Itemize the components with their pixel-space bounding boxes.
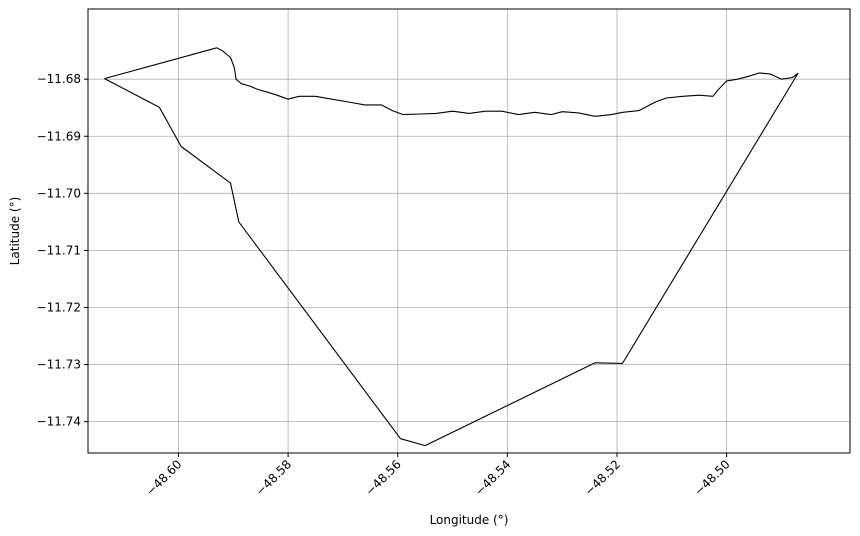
series-layer: [104, 47, 799, 447]
plot-frame: [87, 8, 851, 454]
y-tick-label: −11.68: [37, 72, 81, 86]
y-axis: −11.68 −11.69 −11.70 −11.71 −11.72 −11.73 −11.…: [37, 72, 88, 429]
y-axis-label: Latitude (°): [8, 197, 22, 266]
series-line-0: [104, 47, 799, 447]
y-tick-label: −11.69: [37, 129, 81, 143]
grid: [88, 9, 850, 453]
y-tick-label: −11.70: [37, 186, 81, 200]
x-axis-label: Longitude (°): [430, 513, 509, 527]
y-tick-label: −11.73: [37, 358, 81, 372]
y-tick-label: −11.71: [37, 243, 81, 257]
y-tick-label: −11.74: [37, 415, 81, 429]
y-tick-label: −11.72: [37, 300, 81, 314]
